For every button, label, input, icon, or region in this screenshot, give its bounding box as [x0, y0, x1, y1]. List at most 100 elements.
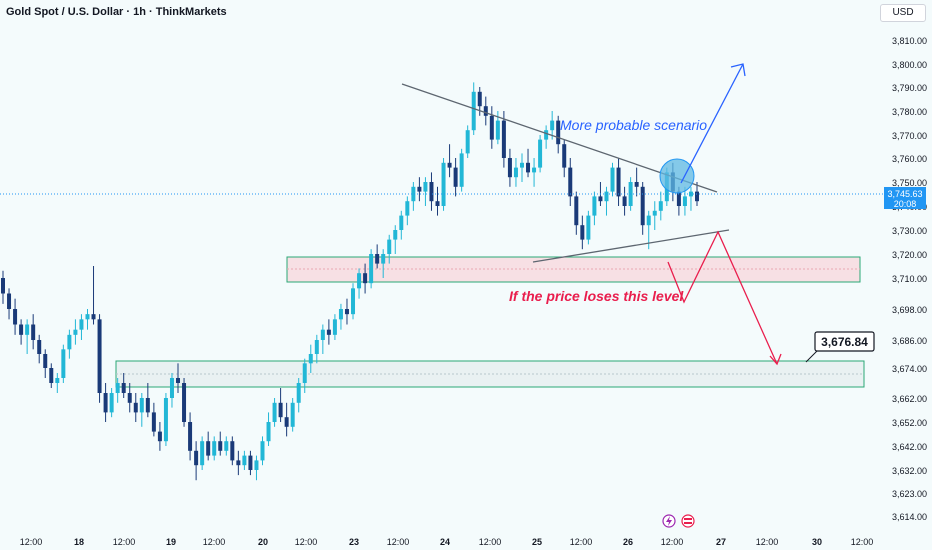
candle-body: [351, 288, 356, 315]
candle-body: [242, 455, 247, 466]
candle-body: [363, 273, 368, 284]
candle-body: [682, 196, 687, 206]
y-tick-label: 3,770.00: [892, 131, 927, 141]
chart-title: Gold Spot / U.S. Dollar · 1h · ThinkMark…: [6, 6, 227, 18]
candle-body: [326, 329, 331, 335]
candle-body: [73, 329, 78, 335]
candle-body: [483, 106, 488, 116]
x-tick-label: 12:00: [479, 537, 502, 547]
candle-body: [453, 167, 458, 187]
current-price-value: 3,745.63: [887, 189, 922, 199]
y-tick-label: 3,750.00: [892, 178, 927, 188]
x-tick-label: 12:00: [20, 537, 43, 547]
currency-button[interactable]: USD: [880, 4, 926, 22]
candle-body: [302, 363, 307, 383]
candle-body: [332, 319, 337, 335]
candle-body: [489, 115, 494, 140]
candle-body: [616, 167, 621, 197]
candle-body: [133, 402, 138, 413]
candle-body: [1, 278, 5, 294]
y-tick-label: 3,790.00: [892, 83, 927, 93]
x-tick-label: 24: [440, 537, 450, 547]
candle-body: [97, 319, 102, 393]
candle-body: [37, 340, 42, 354]
candle-body: [344, 309, 349, 315]
y-tick-label: 3,800.00: [892, 60, 927, 70]
candle-body: [465, 130, 470, 154]
candle-body: [435, 201, 440, 206]
warning-label: If the price loses this level: [509, 288, 684, 304]
candle-body: [556, 120, 561, 145]
candle-body: [91, 314, 96, 320]
y-tick-label: 3,810.00: [892, 36, 927, 46]
candle-body: [182, 383, 187, 422]
candle-body: [248, 455, 253, 470]
y-tick-label: 3,686.00: [892, 336, 927, 346]
candle-body: [49, 368, 54, 383]
candle-body: [55, 378, 60, 383]
x-tick-label: 25: [532, 537, 542, 547]
candle-body: [224, 441, 229, 451]
candle-body: [79, 319, 84, 330]
candle-body: [447, 162, 452, 168]
candle-body: [532, 167, 537, 173]
candle-body: [169, 378, 174, 398]
candle-body: [115, 383, 120, 393]
bearish-arrow-head: [769, 353, 782, 366]
candle-body: [127, 393, 132, 403]
callout-box: [814, 331, 875, 352]
candle-body: [405, 201, 410, 216]
y-tick-label: 3,730.00: [892, 226, 927, 236]
candle-body: [562, 144, 567, 168]
candle-body: [176, 378, 181, 383]
x-tick-label: 12:00: [661, 537, 684, 547]
x-tick-label: 12:00: [295, 537, 318, 547]
candle-body: [260, 441, 265, 461]
candle-body: [67, 334, 72, 350]
candle-body: [163, 398, 168, 442]
candle-body: [103, 393, 108, 413]
candle-body: [206, 441, 211, 456]
candle-body: [441, 162, 446, 206]
candle-body: [676, 191, 681, 206]
candle-body: [393, 230, 398, 240]
breakout-circle: [659, 158, 695, 194]
candle-body: [212, 441, 217, 456]
candle-body: [109, 393, 114, 413]
bearish-path: [667, 230, 778, 365]
candle-body: [200, 441, 205, 466]
candle-body: [121, 383, 126, 393]
candle-body: [85, 314, 90, 320]
current-price-tag: [884, 187, 926, 209]
candle-body: [308, 354, 313, 364]
bullish-arrow-line: [680, 63, 744, 184]
candle-body: [652, 210, 657, 216]
y-tick-label: 3,698.00: [892, 305, 927, 315]
candle-body: [357, 273, 362, 289]
candle-body: [61, 349, 66, 378]
candle-body: [471, 91, 476, 131]
candle-body: [188, 422, 193, 451]
candle-body: [369, 254, 374, 284]
candle-body: [580, 225, 585, 240]
y-tick-label: 3,720.00: [892, 250, 927, 260]
x-tick-label: 19: [166, 537, 176, 547]
candle-body: [375, 254, 380, 264]
lower-trendline: [532, 229, 730, 263]
candle-body: [574, 196, 579, 226]
candle-body: [399, 215, 404, 230]
candle-body: [139, 398, 144, 413]
target-price-label: 3,676.84: [821, 335, 868, 349]
candle-body: [25, 324, 30, 335]
candle-body: [31, 324, 36, 340]
candle-body: [314, 340, 319, 354]
candle-body: [254, 460, 259, 470]
candle-body: [598, 196, 603, 202]
candle-body: [477, 91, 482, 107]
y-tick-label: 3,674.00: [892, 364, 927, 374]
y-tick-label: 3,642.00: [892, 442, 927, 452]
candle-body: [194, 450, 199, 466]
candle-body: [43, 354, 48, 368]
